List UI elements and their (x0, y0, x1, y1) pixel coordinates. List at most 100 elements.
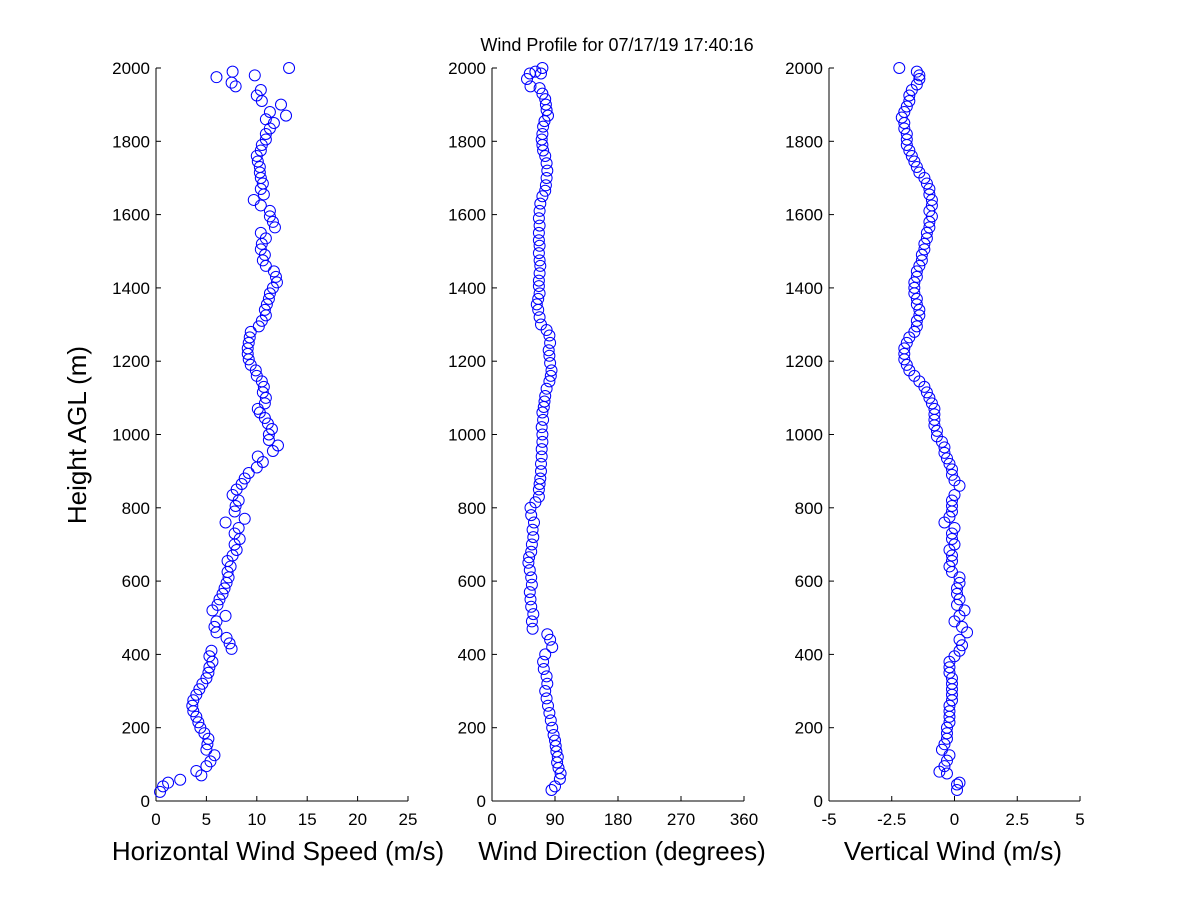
data-point (549, 734, 561, 747)
data-point (923, 221, 936, 234)
data-point (242, 466, 255, 479)
x-tick-label: 360 (730, 810, 758, 829)
data-point (248, 69, 261, 82)
data-point (533, 219, 546, 232)
data-point (541, 628, 554, 641)
data-point (945, 468, 958, 481)
data-point (533, 311, 546, 324)
data-point (204, 755, 217, 768)
data-point (923, 182, 936, 195)
wind-direction-panel: 0 200 400 600 800 1000 1200 1400 1600 1800 2000 0 90… (448, 59, 766, 866)
data-point (235, 477, 248, 490)
data-point (913, 72, 926, 85)
y-tick-label: 800 (458, 499, 486, 518)
data-point (261, 417, 274, 430)
data-point (953, 576, 966, 589)
data-point (893, 62, 906, 74)
data-point (539, 648, 552, 661)
data-point (256, 177, 269, 190)
data-point (525, 615, 538, 628)
y-tick-label: 1000 (112, 426, 150, 445)
data-point (252, 320, 265, 333)
data-point (930, 424, 943, 437)
data-point (945, 532, 958, 545)
data-point (542, 699, 554, 712)
x-tick-label: 0 (151, 810, 160, 829)
data-point (190, 688, 203, 701)
data-point (943, 661, 956, 674)
data-point (943, 510, 956, 523)
data-point (262, 433, 275, 446)
x-tick-label: 20 (348, 810, 367, 829)
data-point (247, 193, 260, 206)
data-point (271, 439, 284, 452)
data-point (190, 764, 203, 777)
data-point (535, 67, 547, 80)
data-point (267, 116, 280, 129)
data-point (532, 226, 545, 239)
data-point (910, 320, 923, 333)
data-point (925, 397, 938, 410)
data-point (543, 329, 556, 342)
data-point (925, 193, 938, 206)
data-point (226, 65, 239, 78)
x-tick-label: 15 (298, 810, 317, 829)
data-point (918, 237, 931, 250)
data-point (953, 633, 966, 646)
x-tick-label: 2.5 (1005, 810, 1029, 829)
data-point (211, 598, 224, 611)
data-point (533, 287, 546, 300)
data-point (532, 274, 545, 287)
data-point (910, 298, 923, 311)
data-point (201, 738, 214, 751)
data-point (945, 554, 958, 567)
data-point (228, 505, 241, 518)
data-point (535, 450, 548, 463)
data-point (938, 738, 951, 751)
data-point (532, 234, 545, 247)
data-point (544, 714, 557, 727)
data-point (945, 549, 958, 562)
data-point (533, 82, 546, 95)
data-point (250, 369, 263, 382)
data-point (534, 259, 547, 272)
y-tick-label: 600 (122, 572, 150, 591)
data-point (923, 188, 936, 201)
data-point (263, 210, 276, 223)
y-tick-label: 400 (122, 645, 150, 664)
data-point (259, 113, 272, 126)
data-point (527, 531, 540, 544)
data-point (910, 270, 923, 283)
data-point (956, 639, 969, 652)
y-tick-label: 1600 (112, 206, 150, 225)
data-point (539, 93, 552, 106)
data-point (258, 303, 271, 316)
data-point (534, 472, 547, 485)
data-point (186, 699, 199, 712)
y-tick-label: 1400 (785, 279, 823, 298)
data-point (253, 160, 266, 173)
y-tick-label: 600 (795, 572, 823, 591)
data-point (903, 94, 916, 107)
y-tick-label: 2000 (448, 59, 486, 78)
data-point (162, 776, 175, 789)
data-point (928, 402, 941, 415)
data-point (527, 608, 540, 621)
data-point (230, 543, 243, 556)
data-point (536, 87, 549, 100)
data-point (539, 390, 552, 403)
data-point (908, 281, 921, 294)
data-point (154, 785, 167, 798)
y-tick-label: 400 (795, 645, 823, 664)
data-point (544, 633, 557, 646)
data-point (940, 754, 953, 767)
data-point (539, 149, 552, 162)
data-point (243, 331, 256, 344)
data-point (210, 615, 223, 628)
data-point (262, 292, 275, 305)
data-point (229, 80, 242, 93)
data-point (535, 133, 548, 146)
data-point (254, 243, 267, 256)
data-point (535, 465, 547, 478)
